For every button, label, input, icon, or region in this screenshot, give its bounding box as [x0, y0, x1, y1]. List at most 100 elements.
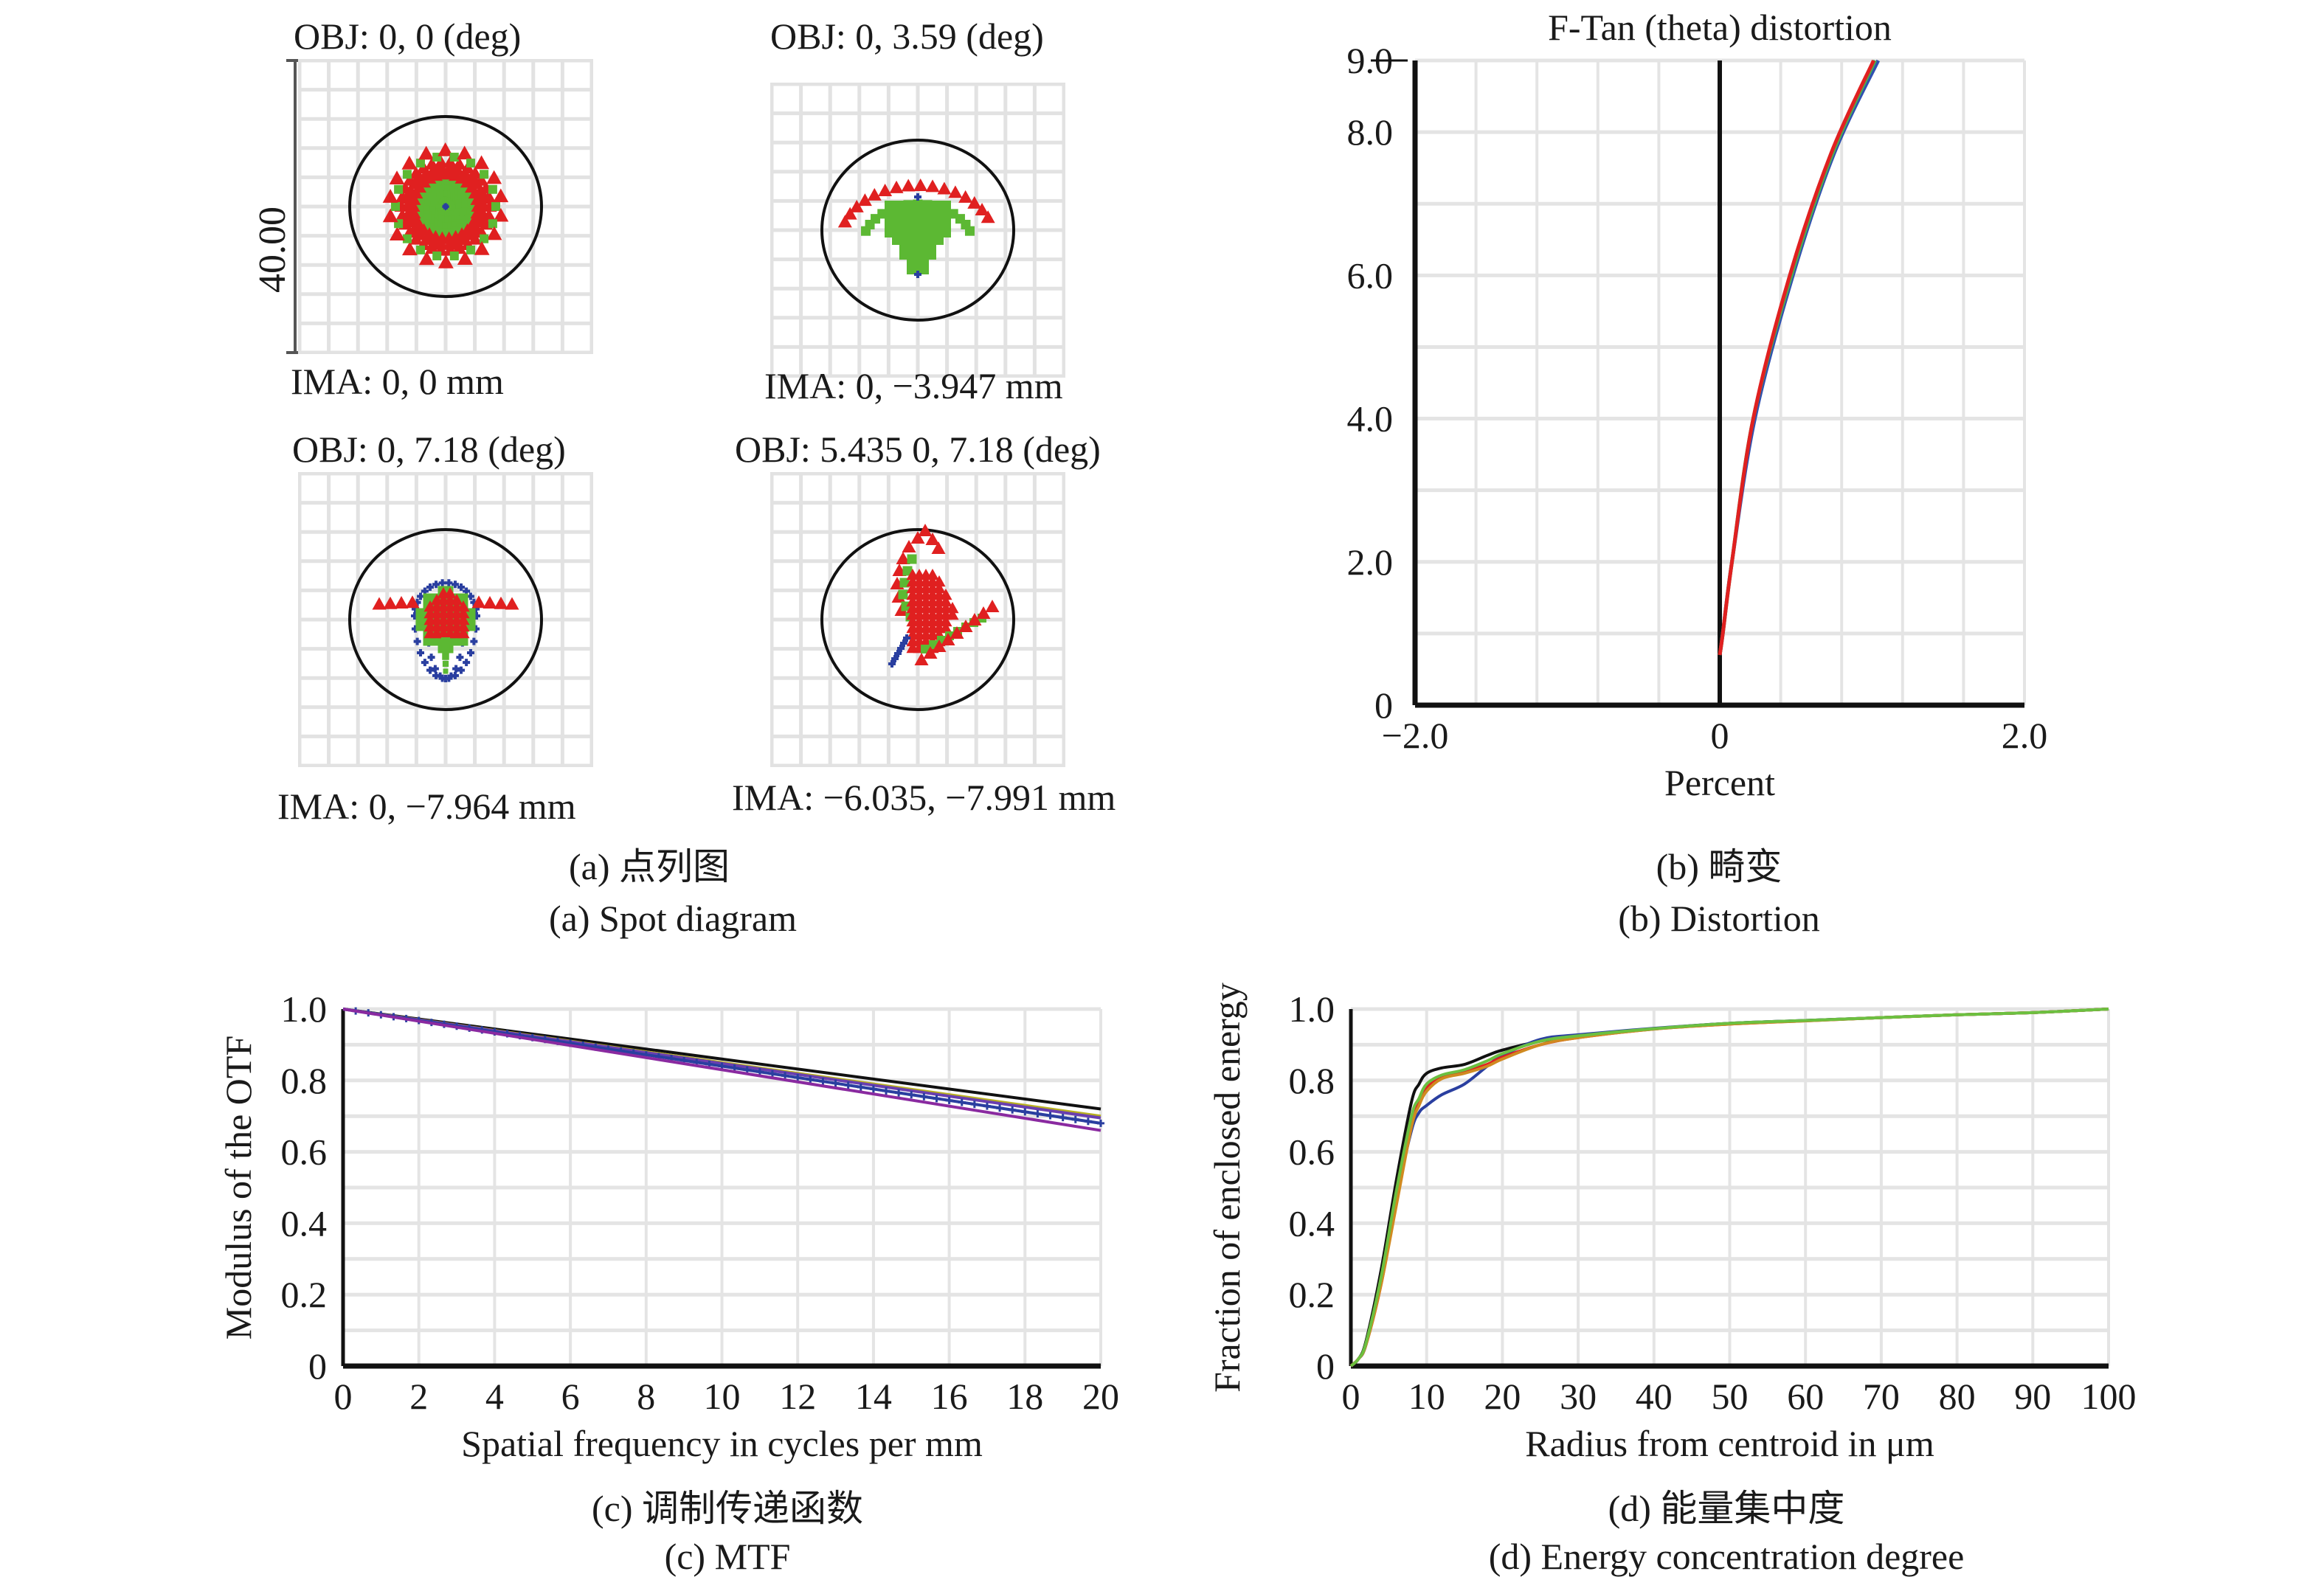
series-marker-plus [1071, 1115, 1079, 1123]
spot-mark-green-square [944, 208, 951, 215]
spot-mark-green-square [944, 215, 951, 223]
spot-mark-green-square [480, 170, 489, 179]
spot-mark-blue-plus [897, 645, 905, 652]
spot-mark-green-square [907, 238, 914, 245]
spot-mark-green-square [921, 215, 929, 223]
spot-mark-red-triangle [493, 188, 509, 203]
spot-mark-green-square [929, 252, 936, 260]
spot-mark-green-square [914, 230, 921, 238]
spot-mark-red-triangle [843, 207, 857, 220]
spot-mark-red-triangle [946, 602, 959, 614]
x-tick-label: 2.0 [2002, 715, 2048, 756]
x-tick-label: 0 [1711, 715, 1729, 756]
series-marker-plus [983, 1102, 991, 1110]
spot-mark-green-square [430, 637, 439, 646]
spot-mark-red-triangle [925, 533, 940, 545]
spot-mark-red-triangle [457, 627, 470, 639]
series-marker-plus [970, 1101, 978, 1109]
spot-mark-red-triangle [976, 606, 991, 619]
x-tick-label: 40 [1636, 1376, 1673, 1417]
spot-mark-red-triangle [958, 190, 973, 203]
spot-mark-blue-plus [447, 672, 455, 680]
y-tick-label: 0 [1316, 1345, 1335, 1387]
x-tick-label: 80 [1939, 1376, 1976, 1417]
y-axis-label: Modulus of the OTF [218, 1036, 259, 1340]
spot-mark-red-triangle [939, 595, 952, 607]
series-marker-plus [1034, 1109, 1042, 1117]
y-tick-label: 0.8 [281, 1060, 328, 1101]
distortion-chart: −2.0 0 2.002.04.06.08.09.0F-Tan (theta) di… [1347, 7, 2048, 803]
series-marker-plus [1021, 1108, 1029, 1116]
spot-mark-red-triangle [849, 199, 864, 212]
spot-mark-green-square [467, 615, 476, 624]
spot-mark-blue-plus [431, 665, 439, 673]
spot-mark-red-triangle [889, 180, 904, 193]
spot-panel-3 [298, 472, 593, 767]
y-tick-label: 4.0 [1347, 398, 1394, 440]
x-tick-label: 2 [409, 1376, 428, 1417]
spot-mark-green-square [899, 238, 907, 245]
spot-mark-red-triangle [857, 193, 872, 207]
spot-mark-red-triangle [405, 595, 420, 609]
spot-mark-blue-plus [426, 583, 434, 592]
spot-mark-red-triangle [409, 166, 423, 179]
spot-mark-green-square [921, 260, 929, 267]
spot-mark-red-triangle [975, 203, 989, 216]
spot-mark-red-triangle [933, 582, 946, 594]
spot-mark-red-triangle [443, 587, 457, 599]
spot-mark-red-triangle [939, 615, 952, 627]
spot-mark-green-square [902, 566, 913, 576]
spot-mark-red-triangle [401, 241, 418, 256]
spot-mark-red-triangle [468, 166, 483, 179]
encircled-energy-chart: 0 10 20 30 40 50 60 70 80 90 100 0 0.2 0.4 0.6 0.8 1.0 Ra… [1210, 982, 2137, 1464]
spot-panel-4-ima-label: IMA: −6.035, −7.991 mm [732, 777, 1116, 818]
spot-mark-blue-plus [417, 648, 425, 656]
spot-mark-red-triangle [457, 145, 473, 160]
spot-mark-green-square [914, 208, 921, 215]
spot-mark-red-triangle [450, 594, 463, 606]
spot-mark-green-square [921, 223, 929, 230]
spot-panel-1-obj-label: OBJ: 0, 0 (deg) [294, 15, 522, 57]
y-tick-label: 1.0 [281, 988, 328, 1030]
spot-mark-green-square [944, 223, 951, 230]
series-marker-plus [958, 1098, 966, 1106]
caption-c-cn: (c) 调制传递函数 [592, 1488, 863, 1529]
spot-mark-green-square [907, 252, 914, 260]
series-marker-plus [996, 1104, 1004, 1112]
spot-mark-green-square [921, 238, 929, 245]
spot-mark-green-square [892, 201, 899, 208]
spot-mark-red-triangle [418, 145, 435, 160]
spot-mark-green-square [907, 260, 914, 267]
spot-panel-1 [298, 59, 593, 354]
spot-mark-green-square [899, 578, 910, 588]
spot-mark-red-triangle [474, 240, 490, 255]
spot-mark-red-triangle [926, 569, 939, 580]
spot-diagram-figure: 40.00 OBJ: 0, 0 (deg) IMA: 0, 0 mm OBJ: … [0, 0, 1180, 944]
x-tick-label: 60 [1787, 1376, 1824, 1417]
x-tick-label: 6 [561, 1376, 580, 1417]
spot-mark-green-square [929, 208, 936, 215]
spot-mark-green-square [929, 230, 936, 238]
spot-mark-green-square [402, 170, 412, 179]
spot-mark-red-triangle [468, 232, 483, 245]
y-tick-label: 0.8 [1289, 1060, 1335, 1101]
spot-mark-green-square [415, 608, 424, 617]
x-tick-label: 10 [1408, 1376, 1445, 1417]
spot-mark-red-triangle [494, 596, 508, 609]
spot-mark-red-triangle [914, 653, 929, 665]
spot-mark-blue-plus [413, 637, 421, 645]
caption-b-en: (b) Distortion [1618, 898, 1820, 939]
spot-mark-blue-plus [463, 659, 471, 667]
series-marker-plus [1046, 1112, 1054, 1120]
spot-mark-red-triangle [389, 226, 405, 240]
spot-mark-blue-plus [421, 659, 429, 667]
spot-mark-green-square [467, 608, 476, 617]
spot-mark-green-square [466, 245, 475, 254]
spot-mark-green-square [488, 184, 497, 194]
spot-mark-red-triangle [382, 208, 398, 223]
spot-mark-green-square [415, 623, 424, 631]
mtf-chart: 0 2 4 6 8 10 12 14 16 18 20 0 0.2 0.4 0.6 0.8 1.0 Spatial… [218, 988, 1119, 1464]
spot-mark-green-square [443, 668, 449, 674]
spot-mark-green-square [402, 234, 412, 243]
spot-mark-blue-plus [470, 637, 478, 645]
